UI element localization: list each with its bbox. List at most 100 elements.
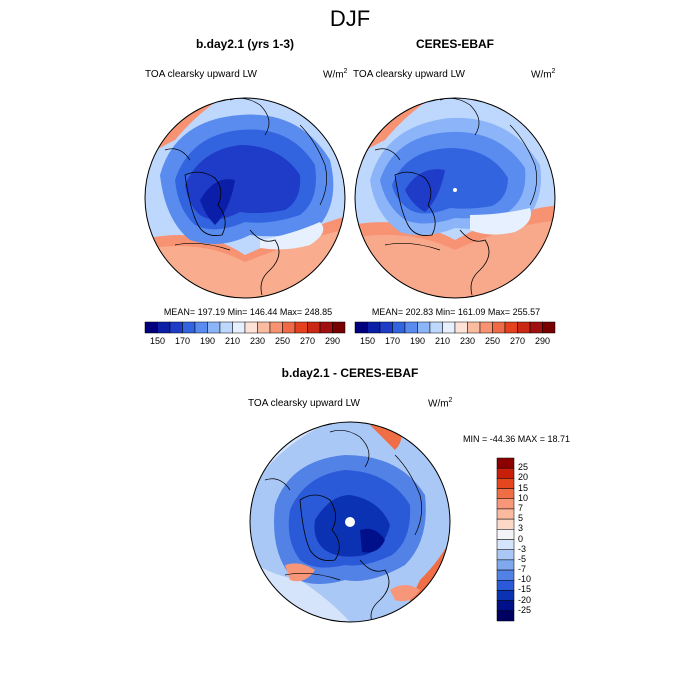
colorbar-model-swatch	[169, 321, 183, 334]
colorbar-model-tick-label: 270	[299, 336, 316, 346]
colorbar-ceres-swatch	[479, 321, 493, 334]
colorbar-difference-tick-label: 20	[518, 472, 529, 483]
colorbar-difference-swatch	[496, 467, 515, 479]
colorbar-model-swatch	[282, 321, 296, 334]
colorbar-difference-tick-label: 7	[518, 502, 524, 513]
colorbar-difference-swatch	[496, 580, 515, 591]
colorbar-ceres-swatch	[442, 321, 456, 334]
colorbar-model-swatch	[207, 321, 221, 334]
colorbar-model-tick-label: 250	[274, 336, 291, 346]
colorbar-ceres-tick-label: 150	[359, 336, 376, 346]
colorbar-ceres-swatch	[429, 321, 443, 334]
map-ceres-border	[354, 97, 556, 299]
colorbar-model-swatch	[257, 321, 271, 334]
colorbar-difference-tick-label: 15	[518, 482, 529, 493]
colorbar-difference-tick-label: -7	[518, 564, 527, 575]
colorbar-difference-swatch	[496, 518, 515, 530]
panel-1-variable: TOA clearsky upward LW	[145, 69, 257, 80]
colorbar-ceres-swatch	[529, 321, 543, 334]
colorbar-difference-tick-label: -20	[518, 594, 532, 605]
diff-panel-title: b.day2.1 - CERES-EBAF	[281, 366, 419, 380]
colorbar-ceres-swatch	[542, 321, 556, 334]
map-model	[145, 98, 345, 298]
colorbar-model-swatch	[269, 321, 283, 334]
colorbar-difference-swatch	[496, 600, 515, 612]
colorbar-model-swatch	[144, 321, 158, 334]
panel-2-variable: TOA clearsky upward LW	[353, 69, 465, 80]
colorbar-ceres-tick-label: 210	[434, 336, 451, 346]
colorbar-difference-swatch	[496, 457, 515, 469]
colorbar-ceres-swatch	[467, 321, 481, 334]
colorbar-difference-swatch	[496, 498, 515, 510]
colorbar-ceres-swatch	[492, 321, 506, 334]
colorbar-model-swatch	[307, 321, 321, 334]
colorbar-difference-swatch	[496, 488, 515, 499]
colorbar-model	[144, 321, 346, 334]
colorbar-difference-tick-label: 5	[518, 513, 524, 524]
colorbar-difference-tick-label: 10	[518, 492, 529, 503]
colorbar-model-swatch	[332, 321, 346, 334]
colorbar-model-swatch	[194, 321, 208, 334]
colorbar-difference-swatch	[496, 539, 515, 550]
colorbar-ceres-swatch	[392, 321, 406, 334]
colorbar-difference-tick-label: -3	[518, 543, 527, 554]
diff-panel-variable: TOA clearsky upward LW	[248, 398, 360, 409]
colorbar-ceres-tick-label: 230	[459, 336, 476, 346]
colorbar-ceres-swatch	[504, 321, 518, 334]
colorbar-ceres-tick-label: 290	[534, 336, 551, 346]
colorbar-difference-tick-label: 0	[518, 533, 524, 544]
colorbar-ceres-swatch	[354, 321, 368, 334]
colorbar-difference-tick-label: -25	[518, 604, 532, 615]
colorbar-model-swatch	[232, 321, 246, 334]
panel-1-title: b.day2.1 (yrs 1-3)	[195, 37, 295, 51]
colorbar-ceres-swatch	[367, 321, 381, 334]
colorbar-difference-swatch	[496, 549, 515, 561]
colorbar-difference-swatch	[496, 559, 515, 571]
colorbar-model-swatch	[294, 321, 308, 334]
colorbar-ceres-swatch	[454, 321, 468, 334]
colorbar-difference	[496, 457, 515, 622]
colorbar-model-swatch	[219, 321, 233, 334]
colorbar-difference-swatch	[496, 529, 515, 540]
panel-2-title: CERES-EBAF	[415, 37, 494, 51]
map-difference	[250, 422, 450, 622]
colorbar-model-tick-label: 150	[149, 336, 166, 346]
colorbar-model-tick-label: 230	[249, 336, 266, 346]
colorbar-model-swatch	[182, 321, 196, 334]
diff-panel-minmax: MIN = -44.36 MAX = 18.71	[463, 434, 571, 444]
colorbar-model-swatch	[157, 321, 171, 334]
colorbar-ceres-tick-label: 170	[384, 336, 401, 346]
colorbar-ceres-swatch	[379, 321, 393, 334]
colorbar-difference-swatch	[496, 569, 515, 581]
colorbar-ceres	[354, 321, 556, 334]
colorbar-model-tick-label: 190	[199, 336, 216, 346]
colorbar-model-swatch	[319, 321, 333, 334]
colorbar-ceres-swatch	[517, 321, 531, 334]
colorbar-ceres-tick-label: 190	[409, 336, 426, 346]
colorbar-difference-tick-label: -10	[518, 574, 532, 585]
colorbar-difference-tick-label: -5	[518, 553, 527, 564]
map-model-border	[144, 97, 346, 299]
panel-2-units: W/m2	[531, 68, 556, 81]
colorbar-difference-swatch	[496, 478, 515, 489]
colorbar-ceres-swatch	[417, 321, 431, 334]
colorbar-difference-swatch	[496, 610, 515, 622]
panel-1-stats: MEAN= 197.19 Min= 146.44 Max= 248.85	[163, 307, 333, 317]
colorbar-ceres-tick-label: 270	[509, 336, 526, 346]
map-ceres	[355, 98, 555, 298]
colorbar-ceres-swatch	[404, 321, 418, 334]
colorbar-ceres-tick-label: 250	[484, 336, 501, 346]
colorbar-model-tick-label: 290	[324, 336, 341, 346]
colorbar-difference-tick-label: 25	[518, 462, 529, 473]
panel-1-units: W/m2	[323, 68, 348, 81]
colorbar-model-swatch	[244, 321, 258, 334]
panel-2-stats: MEAN= 202.83 Min= 161.09 Max= 255.57	[371, 307, 541, 317]
colorbar-difference-tick-label: -15	[518, 584, 532, 595]
colorbar-difference-swatch	[496, 508, 515, 520]
page-title: DJF	[329, 6, 371, 31]
diff-panel-units: W/m2	[428, 397, 453, 410]
colorbar-model-tick-label: 170	[174, 336, 191, 346]
colorbar-model-tick-label: 210	[224, 336, 241, 346]
colorbar-difference-swatch	[496, 590, 515, 601]
